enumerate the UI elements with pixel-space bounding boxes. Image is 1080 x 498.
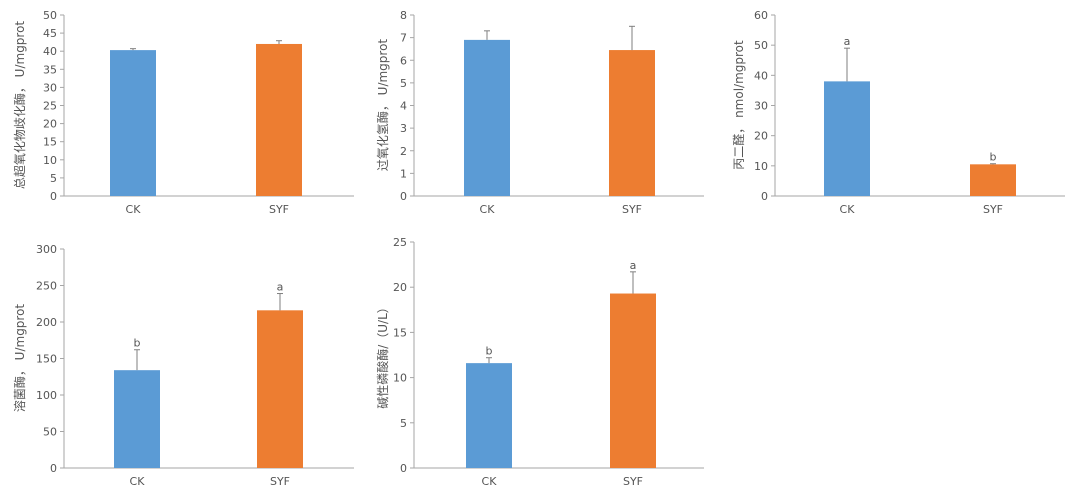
category-label: SYF bbox=[269, 203, 289, 216]
category-label: SYF bbox=[622, 203, 642, 216]
bar-syf bbox=[257, 310, 303, 468]
y-tick-label: 60 bbox=[754, 9, 768, 22]
category-label: SYF bbox=[270, 475, 290, 488]
y-tick-label: 10 bbox=[754, 160, 768, 173]
y-tick-label: 15 bbox=[43, 136, 57, 149]
significance-letter: b bbox=[486, 345, 493, 358]
y-tick-label: 7 bbox=[400, 32, 407, 45]
bar-ck bbox=[824, 81, 870, 196]
y-tick-label: 10 bbox=[43, 154, 57, 167]
y-tick-label: 5 bbox=[50, 172, 57, 185]
bar-ck bbox=[114, 370, 160, 468]
bar-syf bbox=[610, 293, 656, 468]
y-tick-label: 40 bbox=[754, 69, 768, 82]
y-tick-label: 1 bbox=[400, 167, 407, 180]
bar-syf bbox=[256, 43, 302, 197]
y-tick-label: 5 bbox=[400, 417, 407, 430]
bar-syf bbox=[970, 164, 1016, 196]
significance-letter: a bbox=[277, 281, 284, 294]
y-axis-label: 丙二醛， nmol/mgprot bbox=[731, 40, 746, 170]
significance-letter: b bbox=[134, 337, 141, 350]
y-tick-label: 10 bbox=[393, 372, 407, 385]
bar-syf bbox=[609, 50, 655, 196]
y-tick-label: 20 bbox=[754, 130, 768, 143]
y-tick-label: 0 bbox=[400, 190, 407, 203]
y-tick-label: 150 bbox=[36, 353, 57, 366]
y-tick-label: 50 bbox=[43, 426, 57, 439]
y-tick-label: 200 bbox=[36, 316, 57, 329]
chart-2: 0 1 2 3 4 5 6 7 8 过氧化氢酶， U/mgprot CK SYF bbox=[375, 9, 704, 216]
significance-letter: a bbox=[630, 259, 637, 272]
chart-1: 0 5 10 15 20 25 30 35 40 45 50 总超氧化物歧化酶， U/mgprot CK… bbox=[12, 9, 354, 216]
y-axis-label: 总超氧化物歧化酶， U/mgprot bbox=[12, 21, 27, 190]
y-tick-label: 15 bbox=[393, 326, 407, 339]
y-tick-label: 0 bbox=[50, 190, 57, 203]
chart-5: 0 5 10 15 20 25 碱性磷酸酶/（U/L） CK b SYF a bbox=[375, 236, 704, 488]
category-label: SYF bbox=[623, 475, 643, 488]
y-tick-label: 25 bbox=[393, 236, 407, 249]
y-tick-label: 35 bbox=[43, 63, 57, 76]
y-tick-label: 30 bbox=[754, 100, 768, 113]
y-tick-label: 30 bbox=[43, 81, 57, 94]
y-tick-label: 0 bbox=[400, 462, 407, 475]
y-tick-label: 250 bbox=[36, 280, 57, 293]
y-axis-label: 溶菌酶， U/mgprot bbox=[12, 304, 27, 413]
category-label: SYF bbox=[983, 203, 1003, 216]
y-tick-label: 45 bbox=[43, 27, 57, 40]
y-tick-label: 0 bbox=[761, 190, 768, 203]
category-label: CK bbox=[126, 203, 142, 216]
chart-3: 0 10 20 30 40 50 60 丙二醛， nmol/mgprot CK a SYF b bbox=[731, 9, 1065, 216]
y-tick-label: 8 bbox=[400, 9, 407, 22]
y-tick-label: 20 bbox=[393, 281, 407, 294]
y-tick-label: 5 bbox=[400, 77, 407, 90]
category-label: CK bbox=[840, 203, 856, 216]
y-tick-label: 0 bbox=[50, 462, 57, 475]
category-label: CK bbox=[130, 475, 146, 488]
chart-4: 0 50 100 150 200 250 300 溶菌酶， U/mgprot CK b SYF a bbox=[12, 243, 354, 488]
y-tick-label: 40 bbox=[43, 45, 57, 58]
y-tick-label: 4 bbox=[400, 100, 407, 113]
y-tick-label: 50 bbox=[43, 9, 57, 22]
y-tick-label: 100 bbox=[36, 389, 57, 402]
bar-ck bbox=[110, 50, 156, 196]
bar-ck bbox=[464, 39, 510, 197]
y-axis-label: 过氧化氢酶， U/mgprot bbox=[375, 39, 390, 172]
category-label: CK bbox=[482, 475, 498, 488]
significance-letter: a bbox=[844, 35, 851, 48]
y-tick-label: 300 bbox=[36, 243, 57, 256]
y-tick-label: 6 bbox=[400, 54, 407, 67]
y-tick-label: 25 bbox=[43, 100, 57, 113]
y-tick-label: 50 bbox=[754, 39, 768, 52]
y-axis-label: 碱性磷酸酶/（U/L） bbox=[375, 301, 390, 409]
bar-ck bbox=[466, 363, 512, 468]
y-tick-label: 3 bbox=[400, 122, 407, 135]
y-tick-label: 2 bbox=[400, 145, 407, 158]
y-tick-label: 20 bbox=[43, 118, 57, 131]
significance-letter: b bbox=[990, 151, 997, 164]
category-label: CK bbox=[480, 203, 496, 216]
